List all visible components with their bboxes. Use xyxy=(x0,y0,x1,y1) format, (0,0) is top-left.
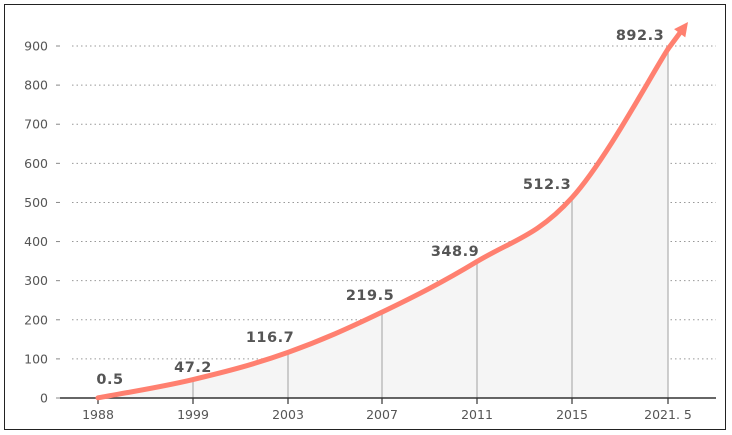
data-label: 116.7 xyxy=(246,330,294,346)
x-tick-label: 2003 xyxy=(272,407,304,422)
y-tick-label: 600 xyxy=(24,156,48,171)
y-tick-label: 800 xyxy=(24,78,48,93)
area-fill-layer xyxy=(98,49,668,398)
data-label: 892.3 xyxy=(616,28,664,44)
arrow-head xyxy=(674,22,688,38)
x-tick-label: 2015 xyxy=(556,407,588,422)
x-tick-label: 2007 xyxy=(366,407,398,422)
y-tick-label: 700 xyxy=(24,117,48,132)
y-tick-label: 200 xyxy=(24,312,48,327)
data-label: 512.3 xyxy=(523,177,571,193)
y-tick-label: 300 xyxy=(24,273,48,288)
x-tick-label: 1988 xyxy=(82,407,114,422)
x-tick-label: 2011 xyxy=(461,407,493,422)
series-line-layer xyxy=(95,22,688,401)
y-tick-label: 400 xyxy=(24,234,48,249)
x-tick-label: 1999 xyxy=(177,407,209,422)
labels: 0.5 47.2 116.7 219.5 348.9 512.3 892.3 xyxy=(96,28,664,388)
y-tick-label: 500 xyxy=(24,195,48,210)
data-label: 0.5 xyxy=(96,372,123,388)
y-tick-label: 900 xyxy=(24,39,48,54)
y-tick-label: 0 xyxy=(40,391,48,406)
x-tick-label: 2021. 5 xyxy=(644,407,692,422)
area-fill xyxy=(98,49,668,398)
series-line xyxy=(95,46,671,401)
axes: 0 100 200 300 400 500 600 700 800 900 1988 1999 2003… xyxy=(24,39,716,422)
drop-lines xyxy=(192,49,669,398)
data-label: 47.2 xyxy=(174,360,212,376)
data-label: 219.5 xyxy=(346,288,394,304)
data-label: 348.9 xyxy=(431,244,479,260)
y-tick-label: 100 xyxy=(24,351,48,366)
